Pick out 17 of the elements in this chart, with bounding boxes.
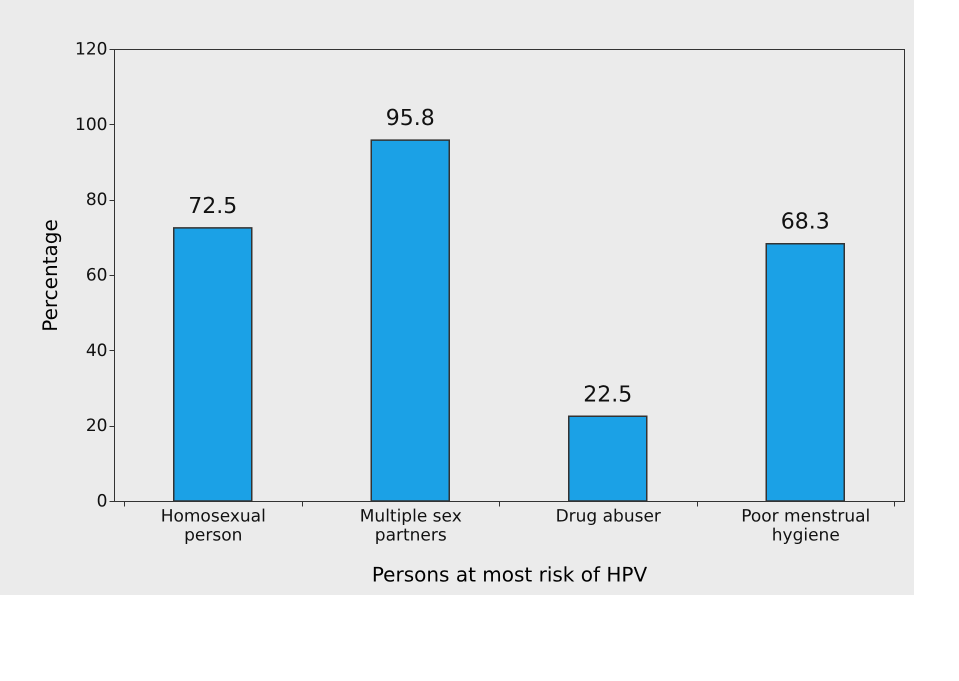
y-tick-label: 20 (86, 416, 108, 436)
data-label: 95.8 (386, 106, 435, 132)
y-tick-label: 0 (96, 492, 108, 512)
data-label: 72.5 (188, 194, 238, 219)
data-label: 22.5 (583, 382, 632, 408)
x-tick-label: Poor menstrual hygiene (741, 506, 870, 546)
y-tick-label: 80 (86, 190, 108, 210)
x-tick-label: Drug abuser (556, 506, 661, 526)
y-tick-label: 60 (86, 266, 108, 286)
y-tick-label: 40 (86, 340, 108, 361)
y-axis-title: Percentage (38, 219, 62, 332)
x-tick-label: Homosexual person (160, 506, 266, 546)
y-tick-label: 120 (75, 40, 108, 60)
data-label: 68.3 (780, 210, 830, 235)
y-tick-label: 100 (75, 114, 108, 135)
x-tick-label: Multiple sex partners (360, 506, 462, 546)
x-axis-title: Persons at most risk of HPV (372, 562, 648, 586)
